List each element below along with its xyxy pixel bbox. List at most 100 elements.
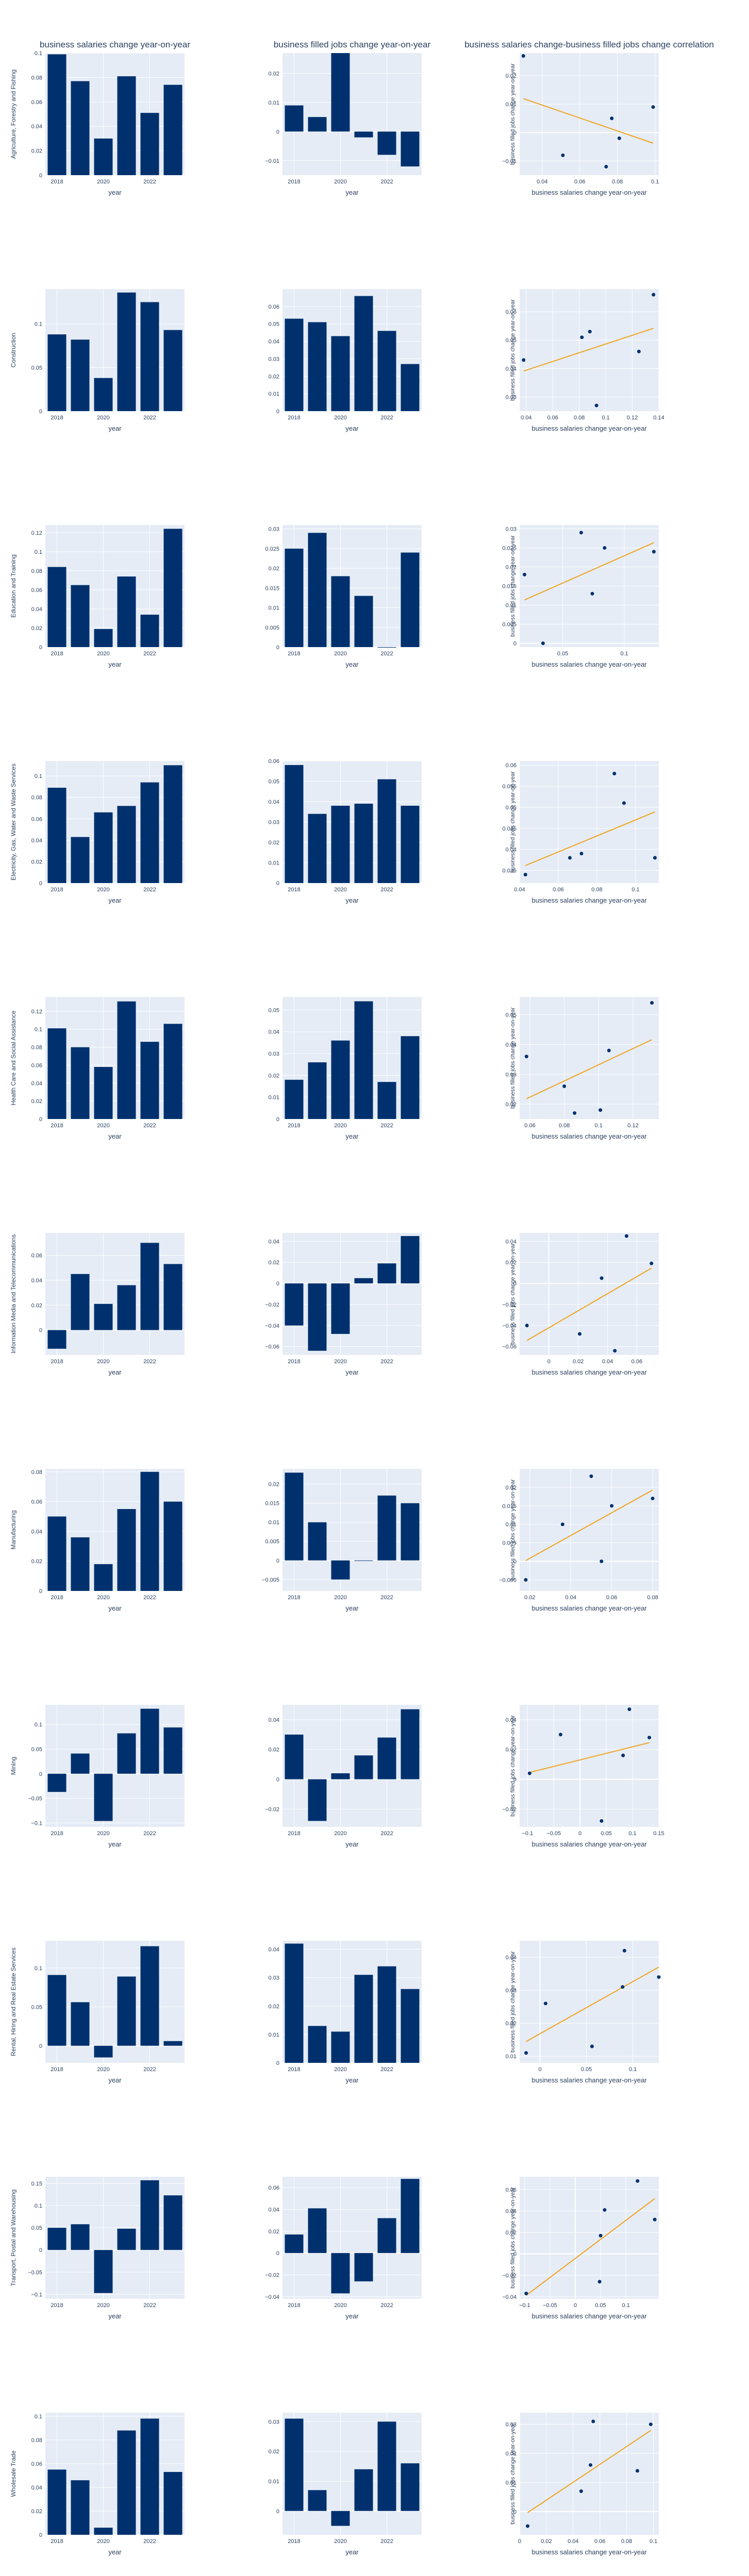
correlation-chart-point xyxy=(657,1975,661,1979)
salaries-chart-bar-2020 xyxy=(94,1303,113,1330)
salaries-chart-bar-2021 xyxy=(117,1733,136,1774)
correlation-chart-point xyxy=(613,1349,617,1353)
correlation-chart-point xyxy=(653,2217,657,2222)
salaries-chart-x-tick-label: 2020 xyxy=(97,1595,109,1601)
salaries-chart-x-axis-title: year xyxy=(108,425,122,432)
correlation-chart-x-tick-label: 0.12 xyxy=(627,415,638,421)
salaries-chart-x-axis-title: year xyxy=(108,2548,122,2556)
salaries-chart-bar-2023 xyxy=(163,330,182,411)
salaries-chart-bar-2019 xyxy=(71,1537,90,1591)
correlation-chart-trend-line xyxy=(526,2198,655,2296)
row-6: Manufacturing 0 0.02 0.04 0.06 0.08 2018 2020 20… xyxy=(10,1469,659,1612)
jobs-chart-tick-label: 0.02 xyxy=(269,71,279,77)
row-10: Wholesale Trade 0 0.02 0.04 0.06 0.08 0.1 2018 2… xyxy=(10,2413,659,2556)
jobs-chart-bar-2020 xyxy=(331,1040,350,1119)
salaries-chart-tick-label: 0.15 xyxy=(31,2181,42,2187)
salaries-chart-bar-2023 xyxy=(163,765,182,883)
jobs-chart-bar-2018 xyxy=(285,2234,304,2253)
jobs-chart-tick-label: 0.05 xyxy=(269,1007,279,1013)
correlation-chart-tick-label: 0.03 xyxy=(506,394,517,400)
salaries-chart-x-tick-label: 2020 xyxy=(97,2302,109,2309)
salaries-chart-tick-label: 0.02 xyxy=(31,859,42,865)
salaries-chart-tick-label: 0 xyxy=(39,1328,42,1334)
correlation-chart-tick-label: 0.04 xyxy=(506,847,517,853)
salaries-chart-x-tick-label: 2020 xyxy=(97,1123,109,1129)
correlation-chart-point xyxy=(612,772,617,776)
salaries-chart-tick-label: 0 xyxy=(39,173,42,179)
salaries-chart-bar-2023 xyxy=(163,84,182,175)
industry-label: Construction xyxy=(10,333,17,367)
salaries-chart-bar-2022 xyxy=(140,1243,159,1330)
correlation-chart-point xyxy=(580,335,584,340)
jobs-chart-bar-2022 xyxy=(377,2421,396,2511)
correlation-chart-point xyxy=(589,2463,593,2467)
salaries-chart-bar-2020 xyxy=(94,1773,113,1821)
correlation-chart-tick-label: 0 xyxy=(513,2251,517,2258)
salaries-chart-bar-2021 xyxy=(117,806,136,883)
correlation-chart-point xyxy=(524,2051,528,2055)
jobs-chart-bar-2018 xyxy=(285,1734,304,1780)
jobs-chart-tick-label: −0.04 xyxy=(265,2294,279,2300)
salaries-chart-bar-2018 xyxy=(47,1773,66,1792)
salaries-chart-bar-2021 xyxy=(117,1976,136,2046)
correlation-chart-plot-area xyxy=(520,1705,659,1827)
correlation-chart-x-tick-label: 0.05 xyxy=(595,2302,606,2309)
correlation-chart-trend-line xyxy=(525,1489,653,1561)
correlation-chart-point xyxy=(527,1771,531,1775)
salaries-chart-plot-area xyxy=(45,53,185,175)
correlation-chart-tick-label: 0.03 xyxy=(506,1072,517,1078)
correlation-chart-x-tick-label: 0.1 xyxy=(628,1831,636,1837)
correlation-chart-tick-label: 0.04 xyxy=(506,1042,517,1048)
correlation-chart-point xyxy=(624,1234,628,1238)
jobs-chart-bar-2020 xyxy=(331,1773,350,1780)
correlation-chart-point xyxy=(541,641,545,646)
correlation-chart-x-tick-label: 0.05 xyxy=(601,1831,611,1837)
correlation-chart-x-tick-label: 0.1 xyxy=(622,2302,630,2309)
correlation-chart-x-tick-label: 0.14 xyxy=(653,415,664,421)
correlation-chart-x-tick-label: 0.05 xyxy=(581,2066,592,2073)
jobs-chart-x-tick-label: 2018 xyxy=(288,1831,300,1837)
salaries-chart-tick-label: 0.04 xyxy=(31,1529,42,1535)
jobs-chart-plot-area xyxy=(282,1941,422,2063)
jobs-chart-bar-2021 xyxy=(354,2469,373,2511)
correlation-chart-point xyxy=(588,330,592,334)
jobs-chart-x-tick-label: 2018 xyxy=(288,1123,300,1129)
correlation-chart-tick-label: −0.06 xyxy=(502,1344,517,1350)
jobs-chart-plot-area xyxy=(282,997,422,1119)
jobs-chart-bar-2018 xyxy=(285,318,304,411)
row-8: Rental, Hiring and Real Estate Services 0… xyxy=(10,1941,661,2084)
jobs-chart-bar-2020 xyxy=(331,576,350,647)
correlation-chart-point xyxy=(610,116,614,121)
jobs-chart-bar-2023 xyxy=(401,1036,420,1119)
salaries-chart-x-tick-label: 2018 xyxy=(51,179,63,185)
correlation-chart-point xyxy=(598,2233,603,2238)
jobs-chart-bar-2018 xyxy=(285,1943,304,2063)
jobs-chart-tick-label: −0.01 xyxy=(265,158,279,164)
salaries-chart-tick-label: 0.1 xyxy=(35,773,42,779)
correlation-chart-point xyxy=(590,591,594,596)
salaries-chart-bar-2019 xyxy=(71,837,90,883)
salaries-chart-bar-2022 xyxy=(140,1708,159,1774)
jobs-chart-tick-label: −0.005 xyxy=(262,1577,279,1583)
salaries-chart-tick-label: 0.06 xyxy=(31,587,42,594)
correlation-chart-tick-label: 0 xyxy=(513,1777,517,1783)
correlation-chart-tick-label: −0.02 xyxy=(502,1806,517,1812)
correlation-chart-tick-label: −0.04 xyxy=(502,2294,517,2300)
jobs-chart-tick-label: 0.02 xyxy=(269,1747,279,1753)
salaries-chart-tick-label: 0 xyxy=(39,645,42,651)
salaries-chart-tick-label: 0.02 xyxy=(31,1558,42,1565)
jobs-chart-bar-2021 xyxy=(354,1975,373,2063)
correlation-chart-point xyxy=(650,1001,654,1005)
salaries-chart-bar-2018 xyxy=(47,2469,66,2535)
jobs-chart-bar-2019 xyxy=(308,2490,327,2511)
salaries-chart-plot-area xyxy=(45,1705,185,1827)
correlation-chart-x-tick-label: 0 xyxy=(574,2302,577,2309)
salaries-chart-tick-label: 0.02 xyxy=(31,1302,42,1309)
jobs-chart-tick-label: 0.02 xyxy=(269,2229,279,2235)
salaries-chart-x-tick-label: 2018 xyxy=(51,1831,63,1837)
jobs-chart-bar-2023 xyxy=(401,1236,420,1284)
correlation-chart-point xyxy=(648,2422,653,2427)
correlation-chart-x-tick-label: 0.05 xyxy=(557,651,568,657)
correlation-chart-tick-label: 0.01 xyxy=(506,101,517,108)
